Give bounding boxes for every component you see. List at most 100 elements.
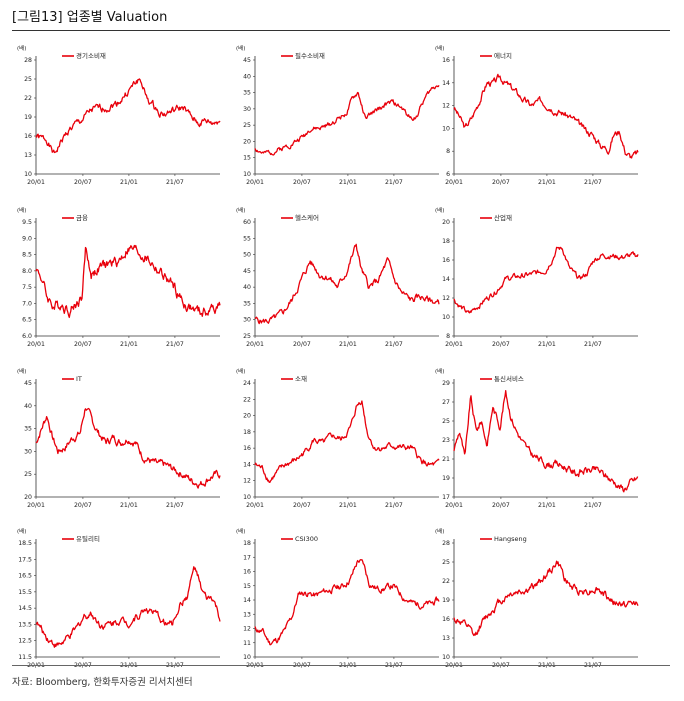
y-tick-label: 11 bbox=[243, 640, 251, 647]
x-tick-label: 20/07 bbox=[293, 341, 311, 348]
y-tick-label: 10 bbox=[442, 654, 450, 661]
y-tick-label: 16 bbox=[442, 57, 450, 64]
legend-label: 금융 bbox=[76, 214, 88, 222]
y-tick-label: 24 bbox=[243, 380, 251, 387]
x-tick-label: 20/07 bbox=[74, 502, 92, 509]
y-tick-label: 19 bbox=[24, 114, 32, 121]
y-tick-label: 8.0 bbox=[22, 268, 32, 275]
y-tick-label: 8.5 bbox=[22, 252, 32, 259]
y-tick-label: 6.5 bbox=[22, 317, 32, 324]
y-tick-label: 11.5 bbox=[18, 654, 32, 661]
x-tick-label: 20/01 bbox=[445, 341, 463, 348]
x-tick-label: 20/07 bbox=[492, 341, 510, 348]
chart-panel-4: (배) 6.0 6.5 7.0 7.5 8.0 8.5 9.0 9.5 20/01 20/07 21/… bbox=[17, 206, 221, 348]
y-unit-label: (배) bbox=[435, 44, 444, 52]
y-tick-label: 35 bbox=[243, 300, 251, 307]
x-tick-label: 21/07 bbox=[166, 502, 184, 509]
chart-panel-1: (배) 10 13 16 19 22 25 28 20/01 20/07 21/01 21/07 경기소… bbox=[17, 44, 221, 186]
y-unit-label: (배) bbox=[17, 527, 26, 535]
series-line bbox=[35, 78, 221, 154]
x-tick-label: 20/07 bbox=[74, 341, 92, 348]
x-tick-label: 20/01 bbox=[445, 502, 463, 509]
y-tick-label: 22 bbox=[243, 396, 251, 403]
y-tick-label: 19 bbox=[442, 597, 450, 604]
x-tick-label: 21/07 bbox=[385, 502, 403, 509]
y-tick-label: 45 bbox=[243, 57, 251, 64]
y-tick-label: 20 bbox=[24, 494, 32, 501]
y-tick-label: 45 bbox=[24, 380, 32, 387]
y-tick-label: 12 bbox=[442, 103, 450, 110]
x-tick-label: 21/07 bbox=[166, 179, 184, 186]
series-line bbox=[35, 244, 221, 319]
x-tick-label: 20/01 bbox=[27, 502, 45, 509]
x-tick-label: 20/01 bbox=[27, 341, 45, 348]
y-tick-label: 30 bbox=[24, 448, 32, 455]
y-unit-label: (배) bbox=[17, 206, 26, 214]
y-tick-label: 14 bbox=[442, 276, 450, 283]
y-tick-label: 13 bbox=[243, 611, 251, 618]
y-tick-label: 15 bbox=[243, 155, 251, 162]
y-tick-label: 10 bbox=[442, 314, 450, 321]
legend-label: IT bbox=[76, 375, 82, 383]
y-tick-label: 22 bbox=[24, 95, 32, 102]
y-tick-label: 35 bbox=[243, 90, 251, 97]
y-unit-label: (배) bbox=[435, 367, 444, 375]
x-tick-label: 20/01 bbox=[445, 179, 463, 186]
chart-panel-5: (배) 25 30 35 40 45 50 55 60 20/01 20/07 21/01 21/07 헬… bbox=[236, 206, 440, 348]
y-tick-label: 16 bbox=[243, 445, 251, 452]
y-tick-label: 10 bbox=[24, 171, 32, 178]
y-tick-label: 6 bbox=[446, 171, 450, 178]
x-tick-label: 21/01 bbox=[339, 502, 357, 509]
x-tick-label: 21/07 bbox=[584, 502, 602, 509]
x-tick-label: 20/07 bbox=[74, 179, 92, 186]
x-tick-label: 20/01 bbox=[27, 179, 45, 186]
legend-label: 에너지 bbox=[494, 51, 512, 60]
y-tick-label: 18 bbox=[243, 429, 251, 436]
y-tick-label: 13 bbox=[24, 152, 32, 159]
chart-panel-2: (배) 10 15 20 25 30 35 40 45 20/01 20/07 21/01 21/07 필… bbox=[236, 44, 440, 186]
x-tick-label: 21/07 bbox=[385, 179, 403, 186]
y-tick-label: 30 bbox=[243, 317, 251, 324]
series-line bbox=[254, 400, 440, 484]
legend-label: 소재 bbox=[295, 375, 307, 383]
y-tick-label: 10 bbox=[442, 125, 450, 132]
chart-panel-11: (배)10111213141516171820/0120/0721/0121/0… bbox=[236, 527, 440, 669]
y-tick-label: 20 bbox=[243, 138, 251, 145]
y-tick-label: 18.5 bbox=[18, 540, 32, 547]
y-tick-label: 7.5 bbox=[22, 284, 32, 291]
y-tick-label: 16.5 bbox=[18, 573, 32, 580]
legend-label: CSI300 bbox=[295, 535, 318, 543]
y-tick-label: 25 bbox=[24, 76, 32, 83]
series-line bbox=[35, 566, 221, 648]
series-line bbox=[453, 246, 639, 314]
y-tick-label: 12.5 bbox=[18, 638, 32, 645]
x-tick-label: 21/07 bbox=[166, 341, 184, 348]
y-tick-label: 10 bbox=[243, 654, 251, 661]
y-tick-label: 10 bbox=[243, 494, 251, 501]
x-tick-label: 21/01 bbox=[120, 502, 138, 509]
y-tick-label: 40 bbox=[24, 403, 32, 410]
y-tick-label: 6.0 bbox=[22, 333, 32, 340]
x-tick-label: 20/07 bbox=[293, 502, 311, 509]
y-tick-label: 30 bbox=[243, 106, 251, 113]
x-tick-label: 21/01 bbox=[120, 341, 138, 348]
y-tick-label: 12 bbox=[442, 295, 450, 302]
chart-panel-6: (배) 8 10 12 14 16 18 20 20/01 20/07 21/01 21/07 산업재 bbox=[435, 206, 639, 348]
y-tick-label: 23 bbox=[442, 437, 450, 444]
y-tick-label: 8 bbox=[446, 148, 450, 155]
bottom-rule bbox=[12, 665, 670, 666]
y-tick-label: 25 bbox=[243, 122, 251, 129]
x-tick-label: 21/01 bbox=[339, 341, 357, 348]
y-unit-label: (배) bbox=[435, 527, 444, 535]
y-tick-label: 14 bbox=[442, 80, 450, 87]
y-tick-label: 22 bbox=[442, 578, 450, 585]
y-tick-label: 15 bbox=[243, 583, 251, 590]
x-tick-label: 20/07 bbox=[293, 179, 311, 186]
source-note: 자료: Bloomberg, 한화투자증권 리서치센터 bbox=[12, 677, 193, 688]
y-tick-label: 25 bbox=[442, 559, 450, 566]
x-tick-label: 21/01 bbox=[339, 179, 357, 186]
y-unit-label: (배) bbox=[236, 44, 245, 52]
y-tick-label: 50 bbox=[243, 252, 251, 259]
y-unit-label: (배) bbox=[435, 206, 444, 214]
y-tick-label: 14.5 bbox=[18, 605, 32, 612]
